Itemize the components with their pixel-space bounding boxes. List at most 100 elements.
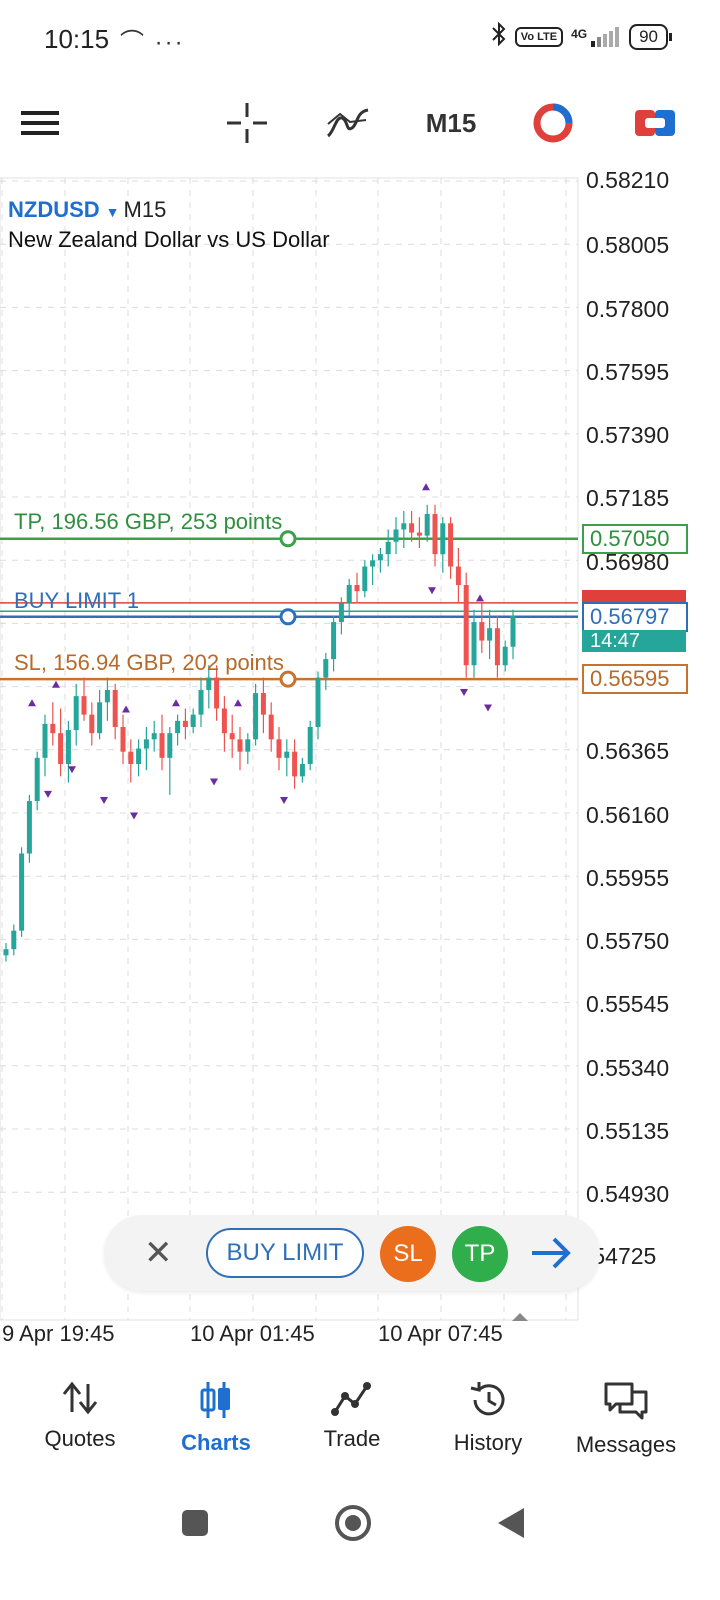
price-axis-label: 0.54930 [586, 1181, 670, 1207]
candle-body [440, 523, 446, 555]
candle-body [65, 730, 71, 765]
fractal-down-marker [130, 812, 138, 820]
candle-body [175, 720, 181, 734]
candle-body [370, 560, 376, 567]
tp-line-handle [279, 530, 297, 548]
indicators-icon[interactable] [326, 98, 370, 148]
symbol-dropdown-icon[interactable]: ▼ [105, 204, 120, 220]
arrow-right-icon[interactable] [530, 1233, 574, 1273]
sl-line-label[interactable]: SL, 156.94 GBP, 202 points [14, 650, 284, 675]
tp-line-label[interactable]: TP, 196.56 GBP, 253 points [14, 509, 283, 534]
buy-limit-price-tag[interactable]: 0.56797 [582, 602, 688, 632]
candle-body [494, 628, 500, 666]
trade-toggle-icon[interactable] [634, 98, 676, 148]
candle-body [50, 723, 56, 734]
symbol-name[interactable]: NZDUSD [8, 197, 100, 222]
candle-body [245, 739, 251, 752]
buy-limit-button[interactable]: BUY LIMIT [206, 1228, 364, 1278]
fractal-up-marker [122, 705, 130, 713]
candle-body [354, 585, 360, 592]
candle-body [401, 523, 407, 530]
nav-charts-label: Charts [181, 1430, 251, 1455]
candle-body [58, 733, 64, 765]
quotes-arrows-icon [12, 1380, 148, 1416]
nav-messages[interactable]: Messages [558, 1380, 694, 1458]
signal-icon: 4G [571, 26, 621, 47]
nav-trade-label: Trade [323, 1426, 381, 1451]
tp-price-tag[interactable]: 0.57050 [582, 524, 688, 554]
candle-body [502, 646, 508, 666]
clock-circle-icon[interactable] [532, 98, 574, 148]
nav-messages-label: Messages [575, 1432, 677, 1457]
candle-body [393, 529, 399, 542]
buy-limit-line-label[interactable]: BUY LIMIT 1 [14, 588, 140, 613]
fractal-up-marker [422, 483, 430, 491]
bar-countdown: 14:47 [582, 630, 686, 652]
candle-body [253, 693, 259, 740]
fractal-up-marker [476, 594, 484, 602]
candle-body [463, 585, 469, 666]
nav-trade[interactable]: Trade [284, 1380, 420, 1452]
fractal-down-marker [460, 689, 468, 697]
status-bar: 10:15 ⌒ ··· Vo LTE 4G 90 [0, 0, 720, 80]
price-axis-label: 0.58210 [586, 167, 670, 193]
battery-indicator: 90 [629, 23, 672, 50]
bluetooth-icon [491, 21, 507, 51]
scroll-marker-icon [512, 1313, 528, 1321]
price-axis-label: 0.56365 [586, 738, 670, 764]
candle-body [206, 677, 212, 690]
candle-body [432, 514, 438, 555]
nav-quotes[interactable]: Quotes [12, 1380, 148, 1452]
home-circle-icon[interactable] [334, 1504, 372, 1547]
symbol-header[interactable]: NZDUSD ▼ M15 [8, 197, 166, 223]
candle-body [338, 603, 344, 623]
price-chart[interactable]: NZDUSD ▼ M15 New Zealand Dollar vs US Doll… [0, 167, 720, 1355]
tp-button[interactable]: TP [452, 1226, 508, 1282]
candle-body [260, 693, 266, 715]
chart-frame [0, 177, 579, 1321]
nav-history-label: History [453, 1430, 523, 1455]
trade-line-icon [284, 1380, 420, 1416]
candle-body [143, 739, 149, 749]
timeframe-button[interactable]: M15 [425, 107, 477, 138]
price-axis-label: 0.55750 [586, 928, 670, 954]
time-axis-label: 9 Apr 19:45 [2, 1321, 115, 1346]
status-time: 10:15 [44, 24, 110, 54]
recents-square-icon[interactable] [180, 1508, 210, 1543]
candle-body [284, 751, 290, 758]
candle-body [448, 523, 454, 567]
chart-canvas[interactable] [0, 175, 720, 1355]
candle-body [299, 764, 305, 777]
price-axis-label: 0.57800 [586, 296, 670, 322]
sl-button[interactable]: SL [380, 1226, 436, 1282]
crosshair-icon[interactable] [226, 98, 268, 148]
nav-charts[interactable]: Charts [148, 1380, 284, 1456]
ask-price-marker [582, 590, 686, 604]
price-axis-label: 0.55545 [586, 991, 670, 1017]
hamburger-menu-icon[interactable] [20, 98, 60, 148]
candle-body [26, 801, 32, 854]
candle-body [190, 714, 196, 727]
candle-body [276, 739, 282, 758]
candle-body [362, 566, 368, 592]
close-icon[interactable]: ✕ [144, 1234, 173, 1272]
fractal-down-marker [44, 790, 52, 798]
sl-price-tag[interactable]: 0.56595 [582, 664, 688, 694]
fractal-up-marker [234, 699, 242, 707]
back-triangle-icon[interactable] [496, 1506, 526, 1545]
sl-line-handle [279, 670, 297, 688]
candle-body [97, 702, 103, 734]
candle-body [510, 615, 516, 647]
candle-body [104, 689, 110, 703]
order-action-bar: ✕ BUY LIMIT SL TP [104, 1215, 600, 1291]
history-clock-icon [420, 1380, 556, 1420]
nav-history[interactable]: History [420, 1380, 556, 1456]
candle-body [151, 733, 157, 740]
candle-body [81, 696, 87, 715]
candle-body [3, 949, 9, 956]
candle-body [479, 622, 485, 641]
price-axis-label: 0.57390 [586, 422, 670, 448]
candle-body [377, 554, 383, 561]
messages-bubbles-icon [558, 1380, 694, 1422]
charts-candles-icon [148, 1380, 284, 1420]
